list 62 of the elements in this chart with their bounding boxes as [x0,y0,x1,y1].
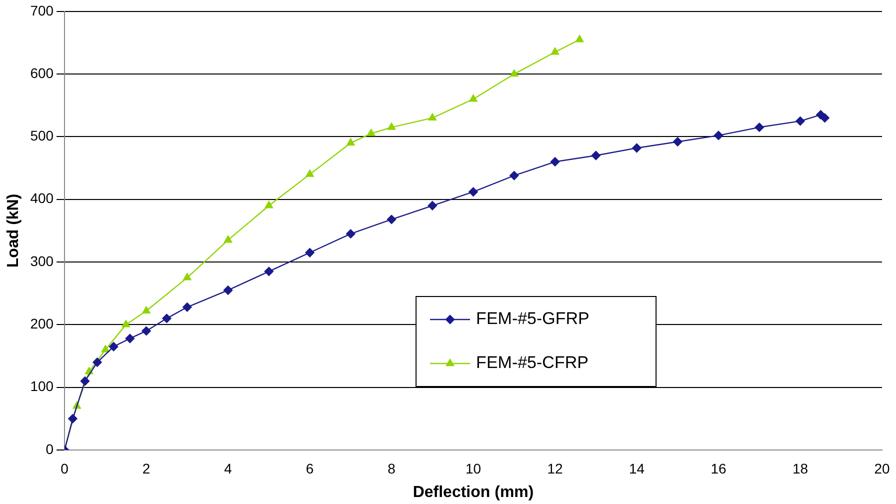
point [80,376,90,386]
point [264,266,274,276]
x-tick-label: 14 [628,460,645,476]
point [223,286,233,295]
x-tick-label: 10 [465,460,482,476]
point [550,48,560,55]
y-tick-label: 600 [30,64,54,81]
point [632,143,642,153]
x-axis-title: Deflection (mm) [412,484,534,501]
x-tick-label: 0 [60,460,69,476]
x-tick-label: 12 [547,460,564,476]
point [142,326,151,336]
legend-label: FEM-#5-GFRP [476,309,590,328]
point [142,306,150,314]
point [224,236,232,243]
point [714,130,724,140]
point [68,414,78,424]
y-axis-title: Load (kN) [5,194,22,268]
y-tick-label: 0 [46,440,54,457]
point [182,302,192,312]
point [428,201,438,210]
x-tick-label: 16 [710,460,727,476]
point [428,113,436,121]
point [386,214,396,224]
point [550,157,560,166]
point [510,69,518,77]
point [468,187,478,196]
point [109,342,118,352]
point [575,34,584,42]
point [305,248,314,258]
point [346,229,356,238]
point [510,170,519,180]
point [183,273,192,280]
y-tick-label: 200 [30,316,54,332]
x-tick-label: 8 [388,460,396,476]
y-tick-label: 300 [30,252,54,269]
point [346,138,355,146]
point [591,150,600,160]
x-tick-label: 20 [874,460,890,476]
y-tick-label: 700 [30,2,54,18]
x-tick-label: 18 [792,460,808,476]
point [820,113,830,123]
x-tick-label: 4 [224,460,232,476]
point [162,314,172,324]
point [469,94,478,102]
legend-label: FEM-#5-CFRP [476,353,588,372]
point [101,345,110,352]
point [673,137,682,146]
y-tick-label: 500 [30,128,54,144]
y-tick-label: 100 [30,378,54,394]
point [367,128,376,136]
point [125,334,135,344]
point [387,122,396,130]
point [306,170,314,177]
point [264,201,273,208]
x-tick-label: 2 [142,460,150,476]
point [754,122,764,132]
y-tick-label: 400 [30,190,54,206]
x-tick-label: 6 [306,460,314,476]
point [796,116,805,126]
point [122,320,130,328]
point [92,358,102,367]
